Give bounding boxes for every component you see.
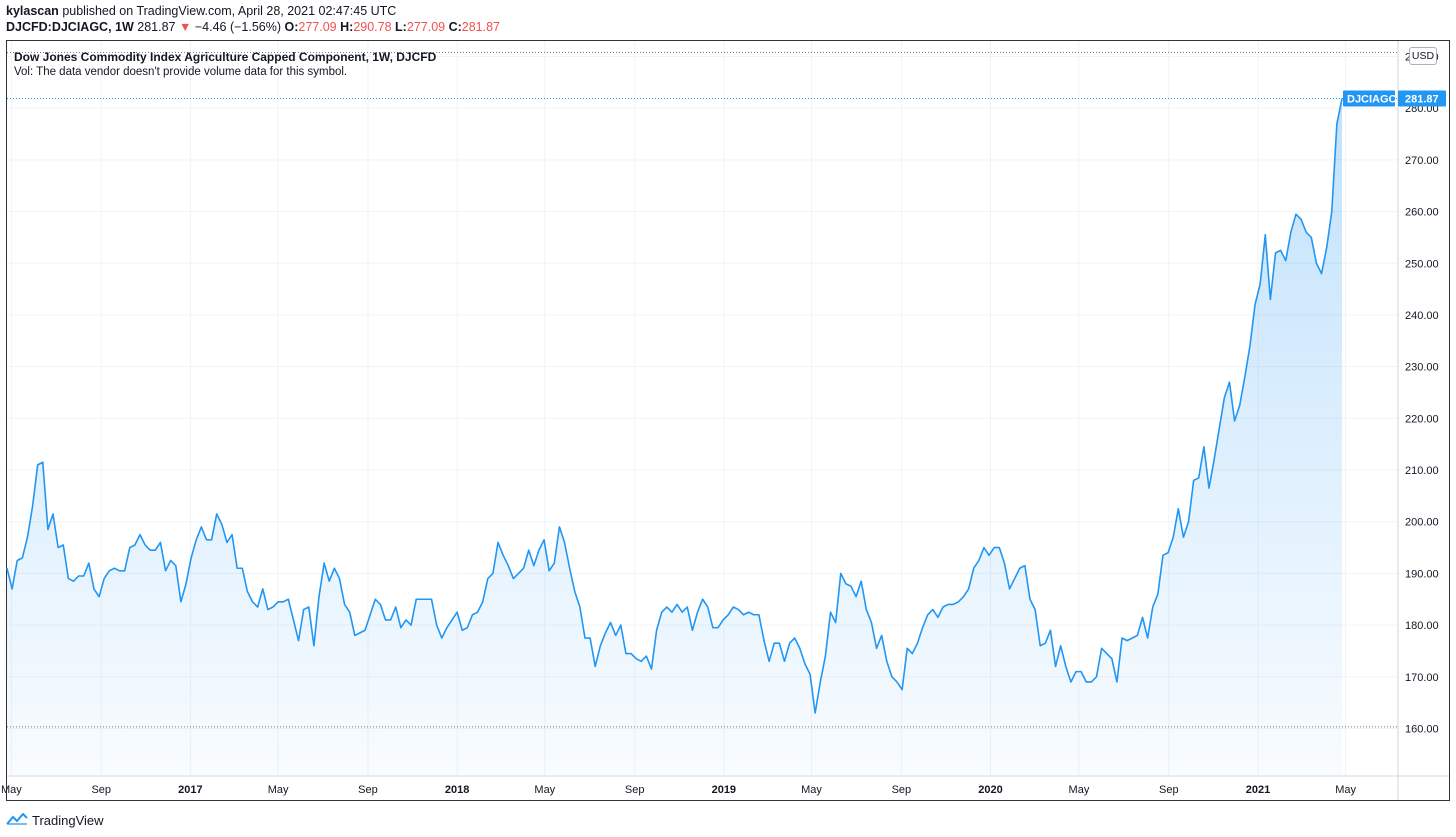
y-tick-label: 270.00 — [1405, 155, 1439, 167]
x-tick-label: Sep — [91, 784, 111, 796]
x-tick-label: Sep — [625, 784, 645, 796]
x-tick-label: 2021 — [1246, 784, 1270, 796]
last-price: 281.87 — [137, 20, 176, 34]
chart-legend-title[interactable]: Dow Jones Commodity Index Agriculture Ca… — [14, 50, 437, 64]
open-value: 277.09 — [298, 20, 337, 34]
low-value: 277.09 — [406, 20, 446, 34]
volume-notice: Vol: The data vendor doesn't provide vol… — [14, 66, 348, 78]
x-tick-label: May — [801, 784, 822, 796]
y-tick-label: 260.00 — [1405, 207, 1439, 219]
y-tick-label: 160.00 — [1405, 723, 1439, 735]
tag-symbol: DJCIAGC — [1347, 94, 1397, 106]
tradingview-logo-icon — [6, 812, 28, 828]
x-tick-label: Sep — [358, 784, 378, 796]
price-axis: 290.00280.00270.00260.00250.00240.00230.… — [1405, 52, 1439, 736]
open-label: O: — [284, 20, 299, 34]
ohlc-bar: DJCFD:DJCIAGC, 1W 281.87 ▼ −4.46 (−1.56%… — [6, 20, 500, 34]
footer-brand[interactable]: TradingView — [6, 812, 104, 828]
x-tick-label: May — [534, 784, 555, 796]
tag-value: 281.87 — [1405, 94, 1439, 106]
time-axis: May Sep 2017 May Sep 2018 May Sep 2019 May Sep 2020… — [1, 784, 1357, 796]
last-price-tag: DJCIAGC 281.87 — [1343, 90, 1446, 107]
brand-name: TradingView — [32, 813, 104, 829]
y-tick-label: 210.00 — [1405, 465, 1439, 477]
x-tick-label: May — [1069, 784, 1090, 796]
x-tick-label: 2018 — [445, 784, 469, 796]
price-area-fill — [7, 98, 1342, 775]
x-tick-label: Sep — [892, 784, 912, 796]
high-label: H: — [340, 20, 354, 34]
publisher-username[interactable]: kylascan — [6, 4, 59, 18]
close-value: 281.87 — [461, 20, 501, 34]
y-tick-label: 200.00 — [1405, 517, 1439, 529]
price-change: −4.46 (−1.56%) — [194, 20, 282, 34]
symbol-label: DJCFD:DJCIAGC, 1W — [6, 20, 134, 34]
publish-info: kylascan published on TradingView.com, A… — [6, 4, 396, 18]
tag-value-bg — [1398, 90, 1446, 107]
x-tick-label: 2019 — [712, 784, 736, 796]
y-tick-label: 220.00 — [1405, 413, 1439, 425]
y-tick-label: 230.00 — [1405, 362, 1439, 374]
y-tick-label: 240.00 — [1405, 310, 1439, 322]
x-tick-label: 2020 — [978, 784, 1002, 796]
high-value: 290.78 — [353, 20, 392, 34]
down-arrow-icon: ▼ — [179, 20, 192, 34]
x-tick-label: May — [1, 784, 22, 796]
close-label: C: — [448, 20, 462, 34]
currency-button[interactable]: USD — [1409, 47, 1437, 65]
x-tick-label: May — [1335, 784, 1356, 796]
y-tick-label: 180.00 — [1405, 620, 1439, 632]
tag-symbol-bg — [1343, 90, 1395, 107]
y-tick-label: 190.00 — [1405, 568, 1439, 580]
x-tick-label: 2017 — [178, 784, 202, 796]
x-tick-label: Sep — [1159, 784, 1179, 796]
y-tick-label: 170.00 — [1405, 672, 1439, 684]
price-line — [6, 98, 1343, 714]
publish-text: published on TradingView.com, April 28, … — [62, 4, 397, 18]
low-label: L: — [395, 20, 407, 34]
x-tick-label: May — [268, 784, 289, 796]
y-tick-label: 250.00 — [1405, 258, 1439, 270]
